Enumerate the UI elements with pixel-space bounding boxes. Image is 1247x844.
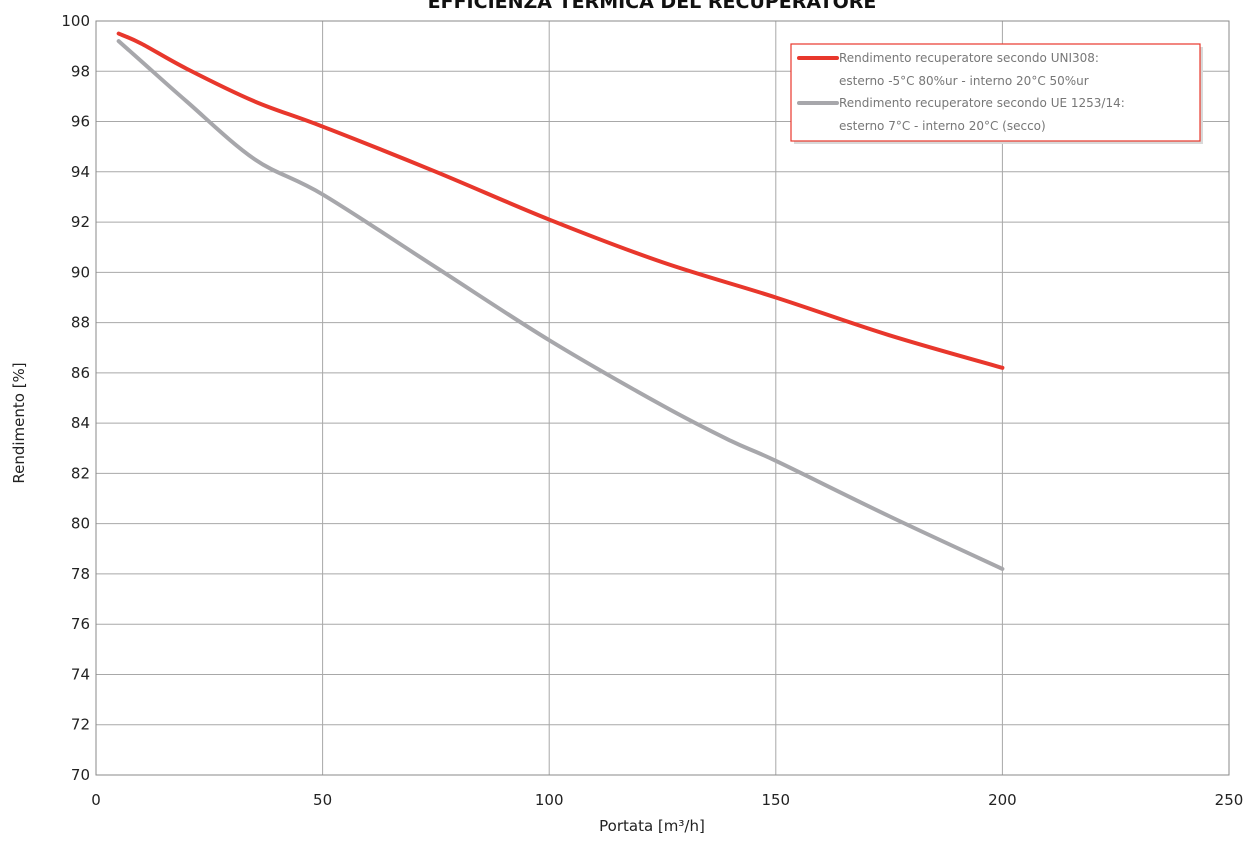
- y-tick-label: 76: [71, 615, 90, 633]
- y-tick-label: 94: [71, 163, 90, 181]
- series-1-point: [321, 125, 325, 129]
- y-tick-label: 70: [71, 766, 90, 784]
- axes: 70 72 74 76 78 80 82 84 86 88 90 92 94 96 98 100 0 50 100 1…: [61, 12, 1243, 809]
- x-tick-label: 150: [761, 791, 790, 809]
- x-tick-label: 250: [1215, 791, 1244, 809]
- series-2-point: [185, 99, 189, 103]
- x-axis-label: Portata [m³/h]: [599, 817, 705, 835]
- x-tick-label: 100: [535, 791, 564, 809]
- legend-label-1: esterno -5°C 80%ur - interno 20°C 50%ur: [839, 74, 1089, 88]
- y-tick-label: 72: [71, 716, 90, 734]
- series-2-point: [321, 192, 325, 196]
- series-line-2: [116, 39, 1005, 571]
- series-2-point: [117, 39, 121, 43]
- series-2-point: [139, 59, 143, 63]
- series-1-point: [185, 67, 189, 71]
- series-1-point: [1000, 366, 1004, 370]
- series-1-point: [434, 170, 438, 174]
- y-tick-label: 90: [71, 263, 90, 281]
- legend-label-1: Rendimento recuperatore secondo UNI308:: [839, 51, 1099, 65]
- series-2-point: [887, 514, 891, 518]
- series-2-point: [434, 265, 438, 269]
- series-1-point: [139, 42, 143, 46]
- y-tick-label: 98: [71, 62, 90, 80]
- x-tick-label: 200: [988, 791, 1017, 809]
- series-1-point: [117, 32, 121, 36]
- x-tick-label: 50: [313, 791, 332, 809]
- series-group: [116, 31, 1005, 571]
- y-tick-label: 100: [61, 12, 90, 30]
- x-tick-label: 0: [91, 791, 101, 809]
- series-2-point: [547, 338, 551, 342]
- series-2-point: [661, 404, 665, 408]
- series-2-point: [1000, 567, 1004, 571]
- y-tick-label: 78: [71, 565, 90, 583]
- y-tick-label: 74: [71, 665, 90, 683]
- legend-label-2: esterno 7°C - interno 20°C (secco): [839, 119, 1046, 133]
- series-1-point: [774, 295, 778, 299]
- series-1-point: [253, 99, 257, 103]
- series-1-point: [887, 333, 891, 337]
- y-tick-label: 92: [71, 213, 90, 231]
- legend: Rendimento recuperatore secondo UNI308: e…: [790, 43, 1203, 144]
- series-1-point: [661, 260, 665, 264]
- legend-box: [790, 43, 1201, 142]
- series-2-point: [774, 459, 778, 463]
- chart-title: EFFICIENZA TERMICA DEL RECUPERATORE: [428, 0, 877, 13]
- series-1-point: [547, 218, 551, 222]
- y-tick-label: 82: [71, 464, 90, 482]
- y-tick-label: 88: [71, 314, 90, 332]
- y-tick-label: 86: [71, 364, 90, 382]
- plot-area-border: [95, 20, 1230, 776]
- y-axis-label: Rendimento [%]: [10, 362, 28, 483]
- series-line-1: [116, 31, 1005, 370]
- series-2-point: [253, 157, 257, 161]
- legend-label-2: Rendimento recuperatore secondo UE 1253/…: [839, 96, 1125, 110]
- y-tick-label: 80: [71, 515, 90, 533]
- y-tick-label: 84: [71, 414, 90, 432]
- series-2-point: [728, 439, 732, 443]
- y-tick-label: 96: [71, 113, 90, 131]
